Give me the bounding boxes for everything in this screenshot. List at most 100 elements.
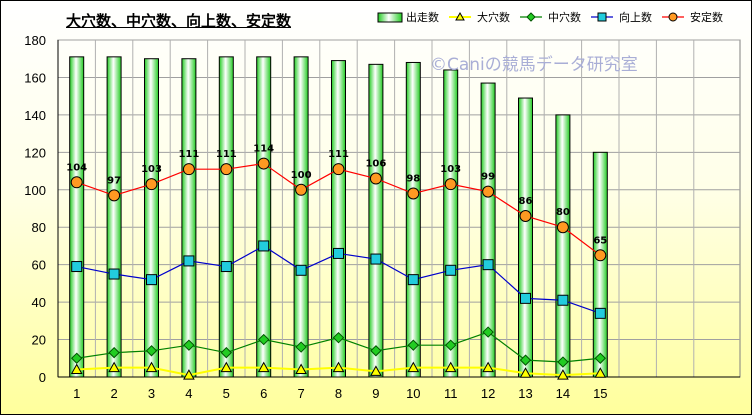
x-tick-label: 9 bbox=[372, 386, 379, 401]
point-大穴数 bbox=[407, 361, 420, 373]
point-安定数 bbox=[444, 178, 457, 191]
point-向上数 bbox=[146, 274, 157, 286]
x-tick-label: 13 bbox=[518, 386, 532, 401]
bar-出走数 bbox=[218, 56, 234, 378]
legend-marker bbox=[668, 12, 678, 22]
point-安定数 bbox=[295, 183, 308, 196]
point-中穴数 bbox=[407, 339, 420, 351]
point-安定数 bbox=[482, 185, 495, 198]
bar-出走数 bbox=[480, 82, 496, 378]
point-中穴数 bbox=[332, 331, 345, 344]
x-tick-label: 6 bbox=[260, 386, 267, 401]
x-tick-label: 5 bbox=[223, 386, 230, 401]
legend-label: 向上数 bbox=[619, 10, 652, 24]
point-中穴数 bbox=[370, 345, 382, 357]
legend-label: 出走数 bbox=[406, 10, 439, 24]
bar-出走数 bbox=[331, 60, 346, 378]
point-向上数 bbox=[108, 268, 120, 280]
bar-出走数 bbox=[293, 56, 309, 378]
bar-出走数 bbox=[518, 97, 533, 378]
point-中穴数 bbox=[257, 333, 270, 346]
x-tick-label: 1 bbox=[73, 386, 80, 401]
data-label: 65 bbox=[593, 235, 607, 246]
y-tick-label: 20 bbox=[32, 333, 46, 348]
x-tick-label: 2 bbox=[110, 386, 117, 401]
point-安定数 bbox=[407, 187, 420, 200]
x-tick-label: 14 bbox=[556, 386, 570, 401]
x-tick-label: 11 bbox=[444, 386, 458, 401]
y-tick-label: 60 bbox=[32, 258, 46, 273]
x-tick-label: 7 bbox=[297, 386, 304, 401]
point-大穴数 bbox=[220, 361, 233, 373]
point-中穴数 bbox=[519, 354, 532, 366]
point-大穴数 bbox=[295, 363, 307, 375]
data-label: 103 bbox=[141, 164, 162, 175]
point-中穴数 bbox=[108, 346, 120, 359]
y-tick-label: 80 bbox=[32, 220, 46, 235]
point-向上数 bbox=[295, 264, 307, 276]
data-label: 103 bbox=[440, 164, 461, 175]
point-向上数 bbox=[482, 259, 494, 271]
point-中穴数 bbox=[295, 341, 307, 353]
point-大穴数 bbox=[370, 365, 382, 376]
point-安定数 bbox=[556, 221, 569, 234]
point-向上数 bbox=[333, 247, 344, 259]
data-label: 100 bbox=[291, 170, 312, 181]
point-大穴数 bbox=[557, 369, 569, 380]
data-label: 111 bbox=[328, 149, 349, 160]
y-tick-label: 160 bbox=[24, 70, 46, 85]
data-label: 98 bbox=[406, 174, 420, 185]
y-tick-label: 0 bbox=[39, 370, 46, 385]
chart-title: 大穴数、中穴数、向上数、安定数 bbox=[66, 12, 292, 30]
legend-marker bbox=[455, 11, 465, 21]
x-tick-label: 8 bbox=[335, 386, 342, 401]
point-中穴数 bbox=[145, 345, 158, 357]
point-大穴数 bbox=[257, 361, 270, 373]
y-tick-label: 40 bbox=[32, 295, 46, 310]
point-大穴数 bbox=[594, 367, 607, 378]
point-中穴数 bbox=[557, 356, 569, 368]
point-中穴数 bbox=[482, 326, 494, 338]
point-安定数 bbox=[332, 163, 345, 176]
point-安定数 bbox=[257, 157, 270, 170]
bar-出走数 bbox=[106, 56, 122, 378]
point-中穴数 bbox=[444, 339, 457, 351]
point-中穴数 bbox=[70, 352, 83, 364]
point-安定数 bbox=[594, 249, 607, 262]
point-向上数 bbox=[71, 261, 83, 273]
bar-出走数 bbox=[144, 58, 159, 378]
point-向上数 bbox=[370, 253, 382, 265]
point-安定数 bbox=[369, 172, 382, 185]
data-label: 80 bbox=[556, 207, 570, 218]
point-向上数 bbox=[520, 292, 531, 304]
point-大穴数 bbox=[145, 361, 158, 373]
point-大穴数 bbox=[108, 361, 120, 373]
point-安定数 bbox=[519, 209, 532, 222]
point-向上数 bbox=[258, 240, 270, 252]
point-向上数 bbox=[445, 264, 457, 276]
data-label: 106 bbox=[365, 159, 386, 170]
point-大穴数 bbox=[482, 361, 494, 373]
data-label: 111 bbox=[178, 149, 199, 160]
point-安定数 bbox=[145, 178, 158, 191]
point-安定数 bbox=[220, 163, 233, 176]
legend-marker bbox=[526, 12, 536, 22]
point-中穴数 bbox=[594, 352, 607, 364]
point-大穴数 bbox=[183, 369, 195, 380]
legend-label: 中穴数 bbox=[548, 10, 581, 24]
y-tick-label: 120 bbox=[24, 145, 46, 160]
legend-swatch bbox=[377, 12, 403, 23]
x-tick-label: 15 bbox=[593, 386, 607, 401]
point-安定数 bbox=[108, 189, 121, 202]
y-tick-label: 140 bbox=[24, 108, 46, 123]
data-label: 97 bbox=[107, 175, 121, 186]
x-tick-label: 4 bbox=[185, 386, 192, 401]
watermark-text: ©Caniの競馬データ研究室 bbox=[430, 55, 638, 75]
point-大穴数 bbox=[70, 363, 83, 375]
point-安定数 bbox=[70, 176, 83, 189]
point-大穴数 bbox=[519, 367, 532, 378]
x-tick-label: 10 bbox=[406, 386, 420, 401]
bar-出走数 bbox=[256, 56, 272, 378]
plot-area bbox=[57, 39, 741, 378]
